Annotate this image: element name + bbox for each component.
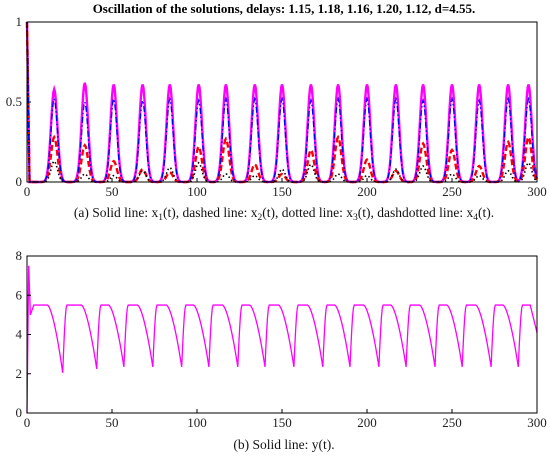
panel-a-xtick-label: 250 xyxy=(442,184,462,199)
panel-a-xticks: 0 50 100 150 200 250 300 xyxy=(24,178,547,199)
caption-part: (t). xyxy=(478,205,494,220)
panel-a-ytick-label: 0 xyxy=(16,174,23,189)
caption-part: (t), dashed line: x xyxy=(163,205,258,220)
panel-a-xtick-label: 0 xyxy=(24,184,31,199)
panel-b-xtick-label: 0 xyxy=(24,415,31,430)
panel-a-ytick-label: 0.5 xyxy=(6,94,22,109)
panel-b-xticks: 0 50 100 150 200 250 300 xyxy=(24,409,547,430)
panel-a-xtick-label: 150 xyxy=(272,184,292,199)
panel-b-ytick-label: 8 xyxy=(16,248,23,263)
panel-b-axes-box xyxy=(26,255,538,414)
panel-a-xtick-label: 100 xyxy=(187,184,207,199)
panel-a-caption: (a) Solid line: x1(t), dashed line: x2(t… xyxy=(74,205,494,223)
panel-b-ytick-label: 0 xyxy=(16,405,23,420)
panel-b-ytick-label: 4 xyxy=(16,327,23,342)
panel-b-xtick-label: 200 xyxy=(357,415,377,430)
panel-a-xtick-label: 200 xyxy=(357,184,377,199)
panel-a: 0 50 100 150 200 250 300 00.51 (a) Solid line:… xyxy=(6,14,547,223)
panel-b-xtick-label: 50 xyxy=(106,415,119,430)
panel-a-xtick-label: 50 xyxy=(106,184,119,199)
caption-part: (a) Solid line: x xyxy=(74,205,159,220)
caption-part: (t), dashdotted line: x xyxy=(358,205,474,220)
panel-b: 0 50 100 150 200 250 300 0 2 4 6 8 (b) Solid line:… xyxy=(16,248,547,452)
caption-part: 3 xyxy=(353,213,358,223)
series-x4-line xyxy=(26,21,538,183)
caption-part: 4 xyxy=(473,213,478,223)
panel-b-ytick-label: 2 xyxy=(16,366,23,381)
chart-title: Oscillation of the solutions, delays: 1.… xyxy=(93,1,476,16)
panel-b-caption: (b) Solid line: y(t). xyxy=(233,437,334,452)
panel-b-yticks: 0 2 4 6 8 xyxy=(16,248,31,420)
panel-b-xtick-label: 100 xyxy=(187,415,207,430)
series-x2-line xyxy=(25,21,539,184)
caption-part: 1 xyxy=(158,213,163,223)
panel-a-axes-box xyxy=(26,21,538,183)
caption-part: 2 xyxy=(258,213,263,223)
panel-b-xtick-label: 250 xyxy=(442,415,462,430)
panel-b-xtick-label: 150 xyxy=(272,415,292,430)
series-y-line xyxy=(26,265,538,414)
panel-a-xtick-label: 300 xyxy=(527,184,547,199)
series-x3-line xyxy=(26,21,538,183)
panel-a-yticks: 00.51 xyxy=(6,14,31,189)
caption-part: (t), dotted line: x xyxy=(262,205,353,220)
panel-a-ytick-label: 1 xyxy=(16,14,23,29)
panel-a-series xyxy=(25,21,539,184)
panel-b-xtick-label: 300 xyxy=(527,415,547,430)
panel-b-ytick-label: 6 xyxy=(16,287,23,302)
series-x1-line xyxy=(25,21,539,184)
panel-b-series xyxy=(26,265,538,414)
